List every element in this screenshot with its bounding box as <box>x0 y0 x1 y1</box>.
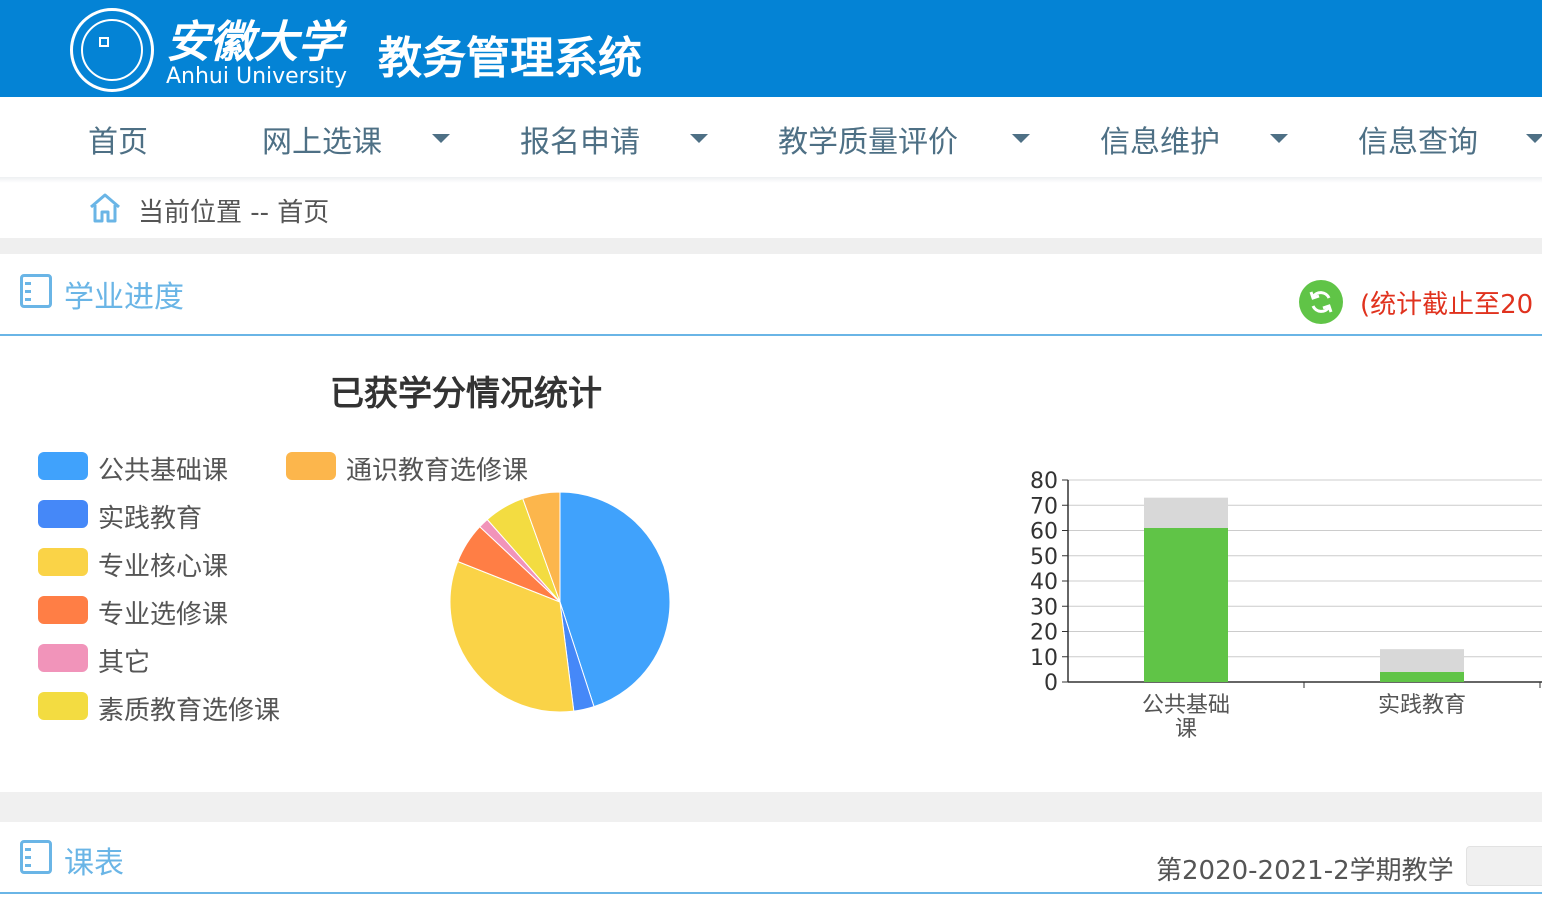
section-separator <box>0 238 1542 254</box>
section-title-progress: 学业进度 <box>64 280 184 315</box>
pie-slice-0[interactable] <box>559 491 671 708</box>
breadcrumb: 当前位置 -- 首页 <box>138 198 330 228</box>
x-tick-label: 课 <box>1175 717 1197 742</box>
legend-swatch <box>38 596 88 624</box>
y-tick-label: 30 <box>1030 595 1058 620</box>
legend-swatch <box>286 452 336 480</box>
nav-item-info-query[interactable]: 信息查询 <box>1358 125 1478 160</box>
nav-divider <box>0 177 1542 183</box>
bar-segment-0-1[interactable] <box>1144 497 1228 528</box>
legend-label: 公共基础课 <box>98 456 229 486</box>
legend-label: 通识教育选修课 <box>346 456 529 486</box>
top-header: 安徽大学 Anhui University 教务管理系统 <box>0 0 1542 97</box>
schedule-section-header: 课表 <box>0 822 1542 894</box>
legend-label: 实践教育 <box>98 504 203 534</box>
refresh-icon[interactable] <box>1299 280 1343 324</box>
credits-pie-chart <box>449 491 671 713</box>
legend-swatch <box>38 500 88 528</box>
university-name-cn: 安徽大学 <box>166 17 342 68</box>
x-tick-label: 公共基础 <box>1142 693 1230 718</box>
bar-segment-1-1[interactable] <box>1380 649 1464 672</box>
y-tick-label: 50 <box>1030 545 1058 570</box>
chevron-down-icon[interactable] <box>1270 134 1288 143</box>
home-icon <box>90 193 120 223</box>
y-tick-label: 0 <box>1044 671 1058 696</box>
notebook-icon <box>20 840 52 874</box>
y-tick-label: 60 <box>1030 520 1058 545</box>
university-name-en: Anhui University <box>166 64 347 89</box>
chevron-down-icon[interactable] <box>1526 134 1542 143</box>
main-nav: 首页 网上选课 报名申请 教学质量评价 信息维护 信息查询 <box>0 97 1542 177</box>
system-title: 教务管理系统 <box>378 33 642 84</box>
legend-label: 其它 <box>98 648 151 678</box>
legend-swatch <box>38 692 88 720</box>
y-tick-label: 70 <box>1030 494 1058 519</box>
legend-swatch <box>38 644 88 672</box>
pie-slice-2[interactable] <box>449 560 575 713</box>
notebook-icon <box>20 274 52 308</box>
nav-item-registration[interactable]: 报名申请 <box>520 125 640 160</box>
y-tick-label: 20 <box>1030 621 1058 646</box>
nav-item-info-maintenance[interactable]: 信息维护 <box>1100 125 1220 160</box>
section-separator <box>0 792 1542 822</box>
legend-swatch <box>38 452 88 480</box>
progress-section-header: 学业进度 <box>0 254 1542 336</box>
legend-label: 专业核心课 <box>98 552 229 582</box>
term-select[interactable] <box>1466 846 1542 886</box>
legend-label: 素质教育选修课 <box>98 696 281 726</box>
nav-item-home[interactable]: 首页 <box>88 125 148 160</box>
bar-segment-0-0[interactable] <box>1144 527 1228 682</box>
y-tick-label: 40 <box>1030 570 1058 595</box>
legend-swatch <box>38 548 88 576</box>
university-seal-icon <box>70 8 154 92</box>
y-tick-label: 10 <box>1030 646 1058 671</box>
chevron-down-icon[interactable] <box>1012 134 1030 143</box>
y-tick-label: 80 <box>1030 469 1058 494</box>
bar-segment-1-0[interactable] <box>1380 671 1464 682</box>
chevron-down-icon[interactable] <box>690 134 708 143</box>
chart-title: 已获学分情况统计 <box>330 374 602 414</box>
nav-item-online-course-selection[interactable]: 网上选课 <box>262 125 382 160</box>
legend-label: 专业选修课 <box>98 600 229 630</box>
stat-cutoff-note: (统计截止至20 <box>1360 290 1534 320</box>
nav-item-teaching-evaluation[interactable]: 教学质量评价 <box>778 125 958 160</box>
x-tick-label: 实践教育 <box>1378 693 1466 718</box>
chevron-down-icon[interactable] <box>432 134 450 143</box>
section-title-schedule: 课表 <box>64 846 124 881</box>
term-label: 第2020-2021-2学期教学 <box>1156 856 1454 886</box>
pie-slice-6[interactable] <box>522 491 561 603</box>
